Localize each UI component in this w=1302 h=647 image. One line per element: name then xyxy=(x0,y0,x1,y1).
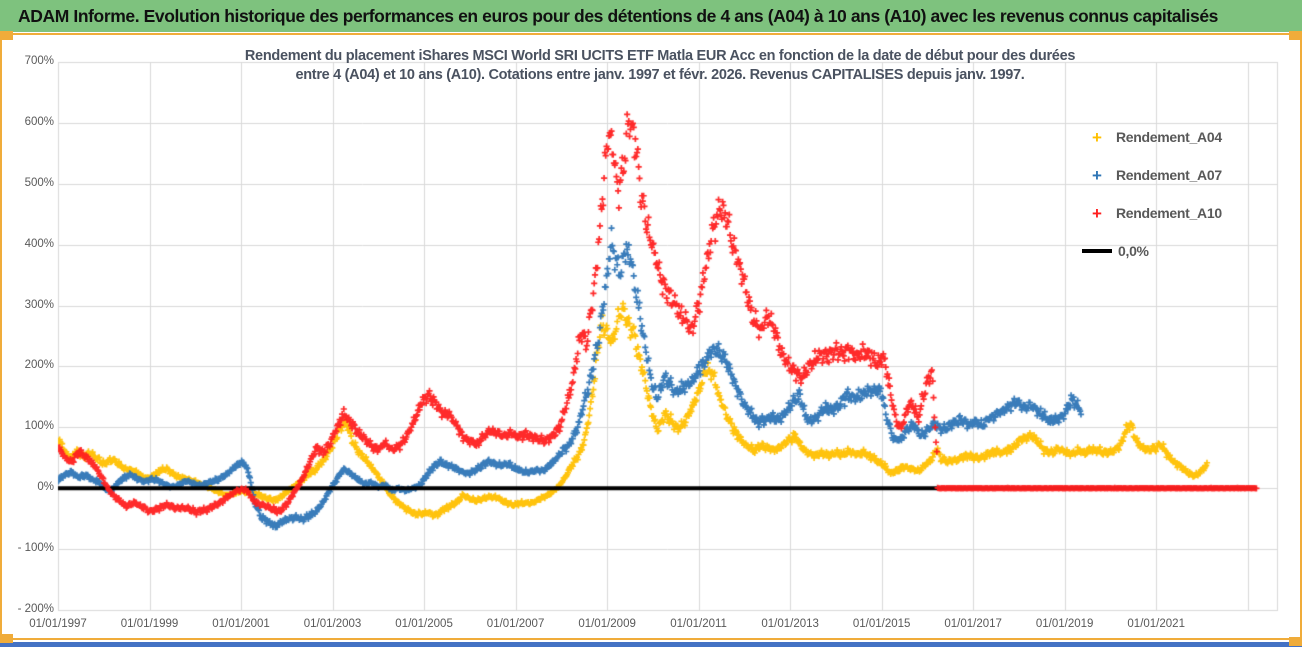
bottom-scrollbar-strip[interactable] xyxy=(0,642,1302,647)
x-axis-label: 01/01/2001 xyxy=(212,618,270,630)
y-axis-label: 0% xyxy=(37,481,54,494)
chart-border-handle-bottom-left[interactable] xyxy=(0,634,13,643)
y-axis-label: 400% xyxy=(24,237,54,250)
legend-item-rendement-a07[interactable]: + Rendement_A07 xyxy=(1082,156,1282,194)
chart-border-handle-top-right[interactable] xyxy=(1289,31,1302,40)
x-axis-label: 01/01/2019 xyxy=(1035,618,1094,630)
chart-title: Rendement du placement iShares MSCI Worl… xyxy=(210,47,1110,85)
x-axis-label: 01/01/2007 xyxy=(486,618,545,630)
x-axis-label: 01/01/2021 xyxy=(1127,618,1185,630)
legend-label: 0,0% xyxy=(1118,243,1149,259)
y-axis-label: 500% xyxy=(24,176,54,189)
y-axis-label: - 100% xyxy=(17,542,54,555)
x-axis-label: 01/01/2015 xyxy=(852,618,911,630)
x-axis-label: 01/01/2011 xyxy=(670,618,727,630)
y-axis-label: 700% xyxy=(24,55,54,67)
x-axis-label: 01/01/2003 xyxy=(303,618,362,630)
y-axis-label: 300% xyxy=(24,298,54,311)
legend-item-rendement-a10[interactable]: + Rendement_A10 xyxy=(1082,194,1282,232)
legend-label: Rendement_A04 xyxy=(1116,129,1222,145)
plus-marker-icon-a04: + xyxy=(1092,127,1102,147)
y-axis-label: 100% xyxy=(24,420,54,433)
legend-label: Rendement_A10 xyxy=(1116,205,1222,221)
chart-border-handle-top-left[interactable] xyxy=(0,31,13,40)
legend-item-rendement-a04[interactable]: + Rendement_A04 xyxy=(1082,118,1282,156)
chart-title-line2: entre 4 (A04) et 10 ans (A10). Cotations… xyxy=(295,67,1025,83)
legend-label: Rendement_A07 xyxy=(1116,167,1222,183)
x-axis-label: 01/01/2013 xyxy=(761,618,819,630)
x-axis-label: 01/01/2017 xyxy=(944,618,1002,630)
y-axis-label: 600% xyxy=(24,115,54,128)
chart-title-line1: Rendement du placement iShares MSCI Worl… xyxy=(244,48,1076,64)
x-axis-label: 01/01/2009 xyxy=(578,618,636,630)
y-axis-label: - 200% xyxy=(17,603,54,615)
x-axis-label: 01/01/1997 xyxy=(29,618,87,630)
chart-border-handle-bottom-right[interactable] xyxy=(1289,637,1302,646)
plus-marker-icon-a07: + xyxy=(1092,165,1102,185)
chart-legend: + Rendement_A04 + Rendement_A07 + Rendem… xyxy=(1082,118,1282,270)
x-axis-label: 01/01/1999 xyxy=(120,618,179,630)
plus-marker-icon-a10: + xyxy=(1092,203,1102,223)
legend-item-zero-line[interactable]: 0,0% xyxy=(1082,232,1282,270)
zero-line-swatch xyxy=(1082,249,1112,253)
y-axis-label: 200% xyxy=(24,359,54,372)
x-axis-label: 01/01/2005 xyxy=(395,618,453,630)
